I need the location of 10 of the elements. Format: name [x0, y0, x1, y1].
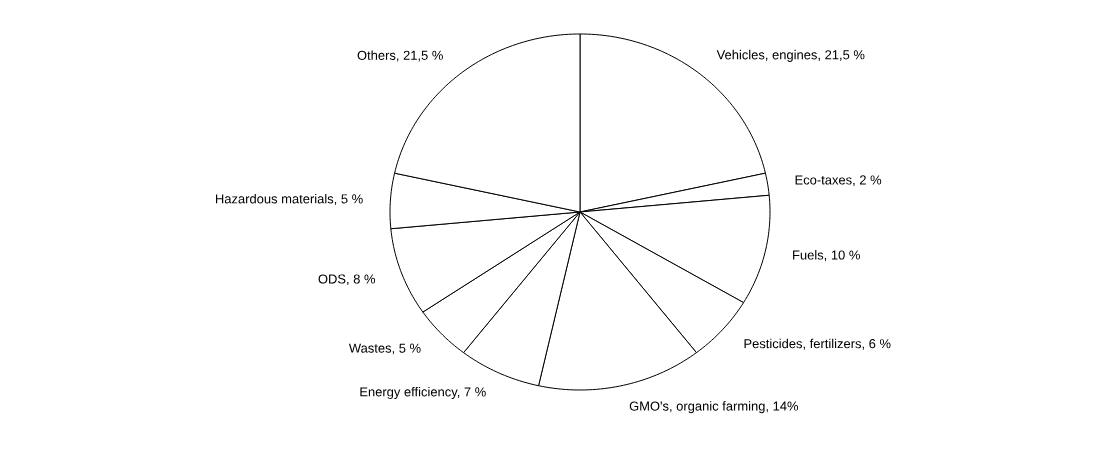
slice-label: GMO's, organic farming, 14% [629, 401, 799, 414]
slice-label: Fuels, 10 % [793, 250, 860, 262]
slice-label: Others, 21,5 % [357, 50, 443, 62]
slice-label: Energy efficiency, 7 % [360, 386, 486, 399]
slice-label: Wastes, 5 % [348, 343, 421, 355]
slice-label: ODS, 8 % [318, 274, 376, 286]
slice-label: Hazardous materials, 5 % [216, 193, 363, 205]
slice-label: Pesticides, fertilizers, 6 % [744, 338, 891, 350]
slice-label: Eco-taxes, 2 % [795, 175, 882, 187]
slice-label: Vehicles, engines, 21,5 % [716, 49, 865, 62]
